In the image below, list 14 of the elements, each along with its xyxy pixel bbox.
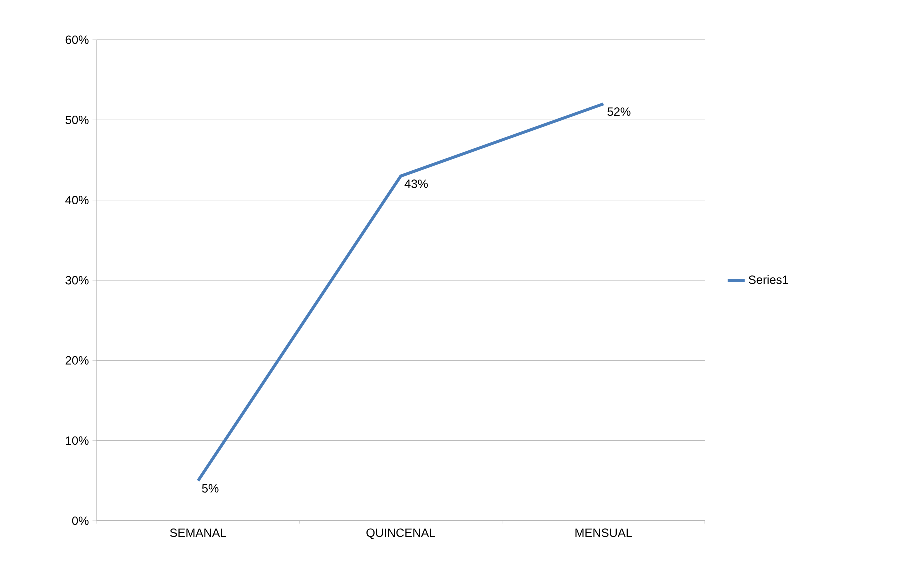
x-tick-label: QUINCENAL (366, 528, 436, 540)
y-tick-label: 60% (66, 36, 89, 44)
y-tick-label: 50% (66, 116, 89, 124)
y-tick-label: 20% (66, 356, 89, 365)
y-tick-label: 30% (66, 276, 89, 285)
y-tick-label: 10% (66, 436, 89, 446)
legend-label: Series1 (748, 275, 788, 284)
x-tick-label: SEMANAL (170, 528, 227, 538)
x-tick-label: MENSUAL (576, 528, 632, 538)
y-tick-label: 40% (66, 196, 89, 205)
data-label: 52% (608, 108, 631, 116)
data-label: 5% (202, 484, 219, 493)
y-tick-label: 0% (72, 516, 89, 526)
data-label: 43% (404, 180, 428, 188)
